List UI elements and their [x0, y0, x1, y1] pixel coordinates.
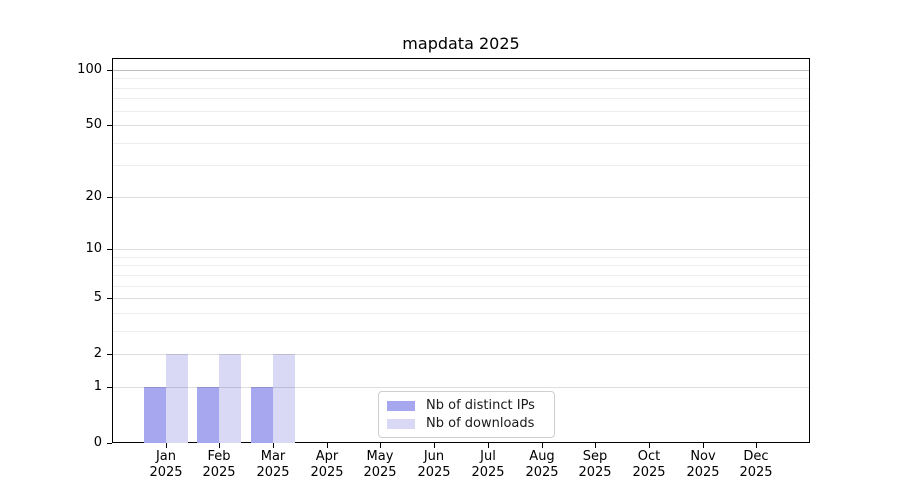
plot-area	[112, 58, 810, 443]
legend-item-downloads: Nb of downloads	[387, 416, 545, 431]
x-tick-label: Mar 2025	[256, 449, 290, 480]
legend-swatch-downloads	[387, 418, 415, 429]
bar-nb-of-distinct-ips-feb	[197, 386, 220, 443]
gridline-major	[113, 387, 809, 388]
x-tick-mark	[649, 443, 651, 448]
legend-item-distinct-ips: Nb of distinct IPs	[387, 398, 545, 413]
y-tick-label: 5	[93, 290, 102, 305]
x-tick-label: Oct 2025	[632, 449, 666, 480]
x-tick-mark	[380, 443, 382, 448]
y-tick-mark	[107, 125, 112, 127]
y-tick-mark	[107, 387, 112, 389]
x-tick-mark	[327, 443, 329, 448]
x-tick-label: Nov 2025	[686, 449, 720, 480]
gridline-minor	[113, 78, 809, 79]
gridline-major	[113, 70, 809, 71]
y-tick-label: 50	[85, 117, 102, 132]
x-tick-mark	[542, 443, 544, 448]
x-tick-label: Jun 2025	[417, 449, 451, 480]
gridline-minor	[113, 275, 809, 276]
legend: Nb of distinct IPs Nb of downloads	[378, 391, 555, 438]
gridline-minor	[113, 286, 809, 287]
x-tick-label: Feb 2025	[202, 449, 236, 480]
bar-nb-of-downloads-mar	[273, 354, 296, 443]
x-tick-label: Aug 2025	[525, 449, 559, 480]
x-tick-label: Apr 2025	[310, 449, 344, 480]
bar-nb-of-downloads-jan	[165, 354, 188, 443]
x-tick-mark	[273, 443, 275, 448]
y-tick-mark	[107, 249, 112, 251]
y-tick-mark	[107, 70, 112, 72]
gridline-major	[113, 249, 809, 250]
y-tick-mark	[107, 443, 112, 445]
x-tick-mark	[434, 443, 436, 448]
bar-nb-of-distinct-ips-jan	[143, 386, 166, 443]
x-tick-label: May 2025	[363, 449, 397, 480]
gridline-minor	[113, 111, 809, 112]
y-tick-label: 20	[85, 189, 102, 204]
x-tick-label: Jul 2025	[471, 449, 505, 480]
gridline-major	[113, 354, 809, 355]
gridline-minor	[113, 165, 809, 166]
gridline-minor	[113, 257, 809, 258]
y-tick-label: 10	[85, 241, 102, 256]
x-tick-label: Sep 2025	[578, 449, 612, 480]
gridline-minor	[113, 265, 809, 266]
gridline-major	[113, 298, 809, 299]
y-tick-mark	[107, 298, 112, 300]
x-tick-mark	[756, 443, 758, 448]
gridline-minor	[113, 313, 809, 314]
y-tick-mark	[107, 354, 112, 356]
x-tick-label: Dec 2025	[739, 449, 773, 480]
chart-title: mapdata 2025	[402, 34, 520, 53]
bar-nb-of-distinct-ips-mar	[251, 386, 274, 443]
legend-swatch-distinct-ips	[387, 400, 415, 411]
gridline-minor	[113, 143, 809, 144]
bar-nb-of-downloads-feb	[219, 354, 242, 443]
y-tick-label: 2	[93, 346, 102, 361]
gridline-minor	[113, 88, 809, 89]
y-tick-mark	[107, 197, 112, 199]
gridline-major	[113, 125, 809, 126]
x-tick-mark	[488, 443, 490, 448]
gridline-major	[113, 197, 809, 198]
x-tick-label: Jan 2025	[149, 449, 183, 480]
y-tick-label: 1	[93, 379, 102, 394]
y-tick-label: 0	[93, 435, 102, 450]
y-tick-label: 100	[77, 62, 102, 77]
x-tick-mark	[166, 443, 168, 448]
x-tick-mark	[703, 443, 705, 448]
gridline-minor	[113, 331, 809, 332]
gridline-minor	[113, 98, 809, 99]
x-tick-mark	[219, 443, 221, 448]
x-tick-mark	[595, 443, 597, 448]
legend-label-distinct-ips: Nb of distinct IPs	[426, 398, 535, 413]
legend-label-downloads: Nb of downloads	[426, 416, 535, 431]
